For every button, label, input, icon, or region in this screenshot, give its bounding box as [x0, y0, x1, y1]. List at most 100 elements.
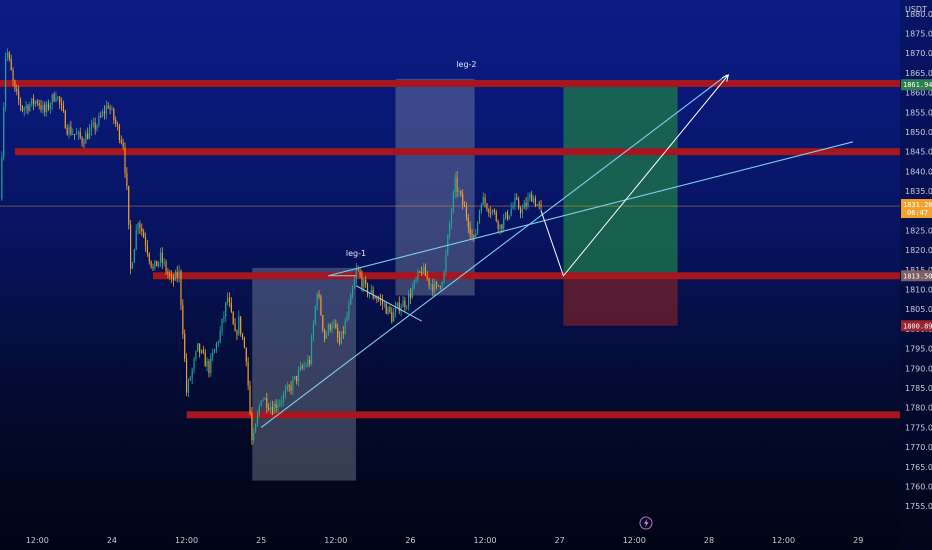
candle[interactable]	[178, 264, 180, 283]
candle[interactable]	[6, 48, 9, 62]
candle[interactable]	[197, 343, 199, 352]
candle[interactable]	[294, 375, 296, 381]
candle[interactable]	[353, 274, 356, 289]
candle[interactable]	[124, 142, 126, 178]
candle[interactable]	[312, 320, 315, 342]
candle[interactable]	[120, 135, 122, 145]
candle[interactable]	[307, 354, 309, 368]
candle[interactable]	[514, 193, 516, 211]
candle[interactable]	[309, 355, 311, 368]
candle[interactable]	[3, 101, 5, 161]
candle[interactable]	[350, 292, 352, 305]
candle[interactable]	[484, 193, 486, 208]
candle[interactable]	[370, 284, 372, 294]
candle[interactable]	[79, 127, 81, 140]
candle[interactable]	[144, 232, 147, 252]
candle[interactable]	[18, 85, 20, 106]
candle[interactable]	[310, 333, 313, 366]
candle[interactable]	[327, 322, 329, 336]
candle[interactable]	[225, 301, 227, 323]
candle[interactable]	[148, 252, 150, 265]
candle[interactable]	[486, 202, 488, 212]
candle[interactable]	[342, 326, 344, 339]
candle[interactable]	[1, 151, 3, 201]
candle[interactable]	[463, 201, 466, 208]
horizontal-level-3[interactable]	[152, 272, 900, 280]
candle[interactable]	[333, 318, 335, 328]
candle[interactable]	[458, 187, 460, 196]
candle[interactable]	[512, 201, 514, 210]
candle[interactable]	[271, 400, 273, 416]
candle[interactable]	[66, 124, 68, 136]
candle[interactable]	[21, 105, 23, 113]
candle[interactable]	[51, 93, 53, 110]
candle[interactable]	[275, 399, 277, 413]
candle[interactable]	[109, 104, 111, 115]
candle[interactable]	[348, 300, 350, 321]
candle[interactable]	[100, 111, 102, 119]
candle[interactable]	[495, 209, 497, 223]
candle[interactable]	[505, 211, 507, 220]
candle[interactable]	[493, 208, 495, 215]
candle[interactable]	[219, 326, 221, 344]
candle[interactable]	[213, 348, 216, 354]
candle[interactable]	[296, 375, 298, 385]
candle[interactable]	[456, 171, 458, 198]
candle[interactable]	[171, 270, 173, 284]
candle[interactable]	[29, 101, 31, 113]
candle[interactable]	[396, 302, 398, 309]
candle[interactable]	[103, 105, 106, 120]
candle[interactable]	[10, 54, 12, 71]
candle[interactable]	[152, 263, 154, 272]
candle[interactable]	[60, 97, 63, 112]
candle[interactable]	[408, 289, 410, 311]
candle[interactable]	[383, 300, 385, 308]
candle[interactable]	[394, 301, 397, 318]
candle[interactable]	[320, 294, 322, 316]
candle[interactable]	[210, 353, 212, 377]
candle[interactable]	[33, 94, 35, 111]
candle[interactable]	[478, 209, 481, 225]
candle[interactable]	[38, 99, 40, 110]
candle[interactable]	[352, 285, 354, 299]
candle[interactable]	[361, 270, 363, 292]
candle[interactable]	[260, 400, 262, 407]
candle[interactable]	[202, 345, 204, 354]
trend-line-3[interactable]	[355, 285, 422, 322]
candle[interactable]	[57, 95, 59, 101]
candle[interactable]	[195, 350, 197, 361]
candle[interactable]	[391, 307, 393, 324]
candle[interactable]	[449, 220, 451, 240]
candle[interactable]	[158, 261, 160, 268]
candle[interactable]	[74, 134, 76, 140]
candle[interactable]	[426, 270, 428, 281]
candle[interactable]	[422, 263, 425, 275]
candle[interactable]	[241, 332, 244, 341]
candle[interactable]	[337, 323, 339, 343]
horizontal-level-4[interactable]	[186, 411, 901, 419]
candle[interactable]	[131, 262, 134, 270]
candle[interactable]	[245, 347, 247, 367]
candle[interactable]	[169, 269, 171, 281]
candle[interactable]	[409, 288, 412, 305]
candle[interactable]	[273, 401, 275, 415]
candle[interactable]	[297, 366, 300, 387]
candle[interactable]	[256, 410, 259, 427]
candle[interactable]	[357, 265, 359, 273]
candle[interactable]	[185, 353, 188, 397]
price-tag[interactable]: 1813.50	[901, 270, 932, 282]
candle[interactable]	[421, 266, 423, 276]
candle[interactable]	[182, 299, 184, 339]
candle[interactable]	[365, 275, 367, 288]
candle[interactable]	[116, 121, 119, 131]
candle[interactable]	[372, 286, 374, 300]
shaded-zone-1[interactable]	[252, 267, 356, 481]
candle[interactable]	[165, 259, 167, 275]
candle[interactable]	[83, 138, 85, 148]
candle[interactable]	[516, 193, 518, 201]
candle[interactable]	[187, 378, 190, 397]
candle[interactable]	[269, 401, 272, 415]
candle[interactable]	[72, 128, 74, 136]
candle[interactable]	[75, 127, 78, 135]
candle[interactable]	[137, 221, 139, 235]
